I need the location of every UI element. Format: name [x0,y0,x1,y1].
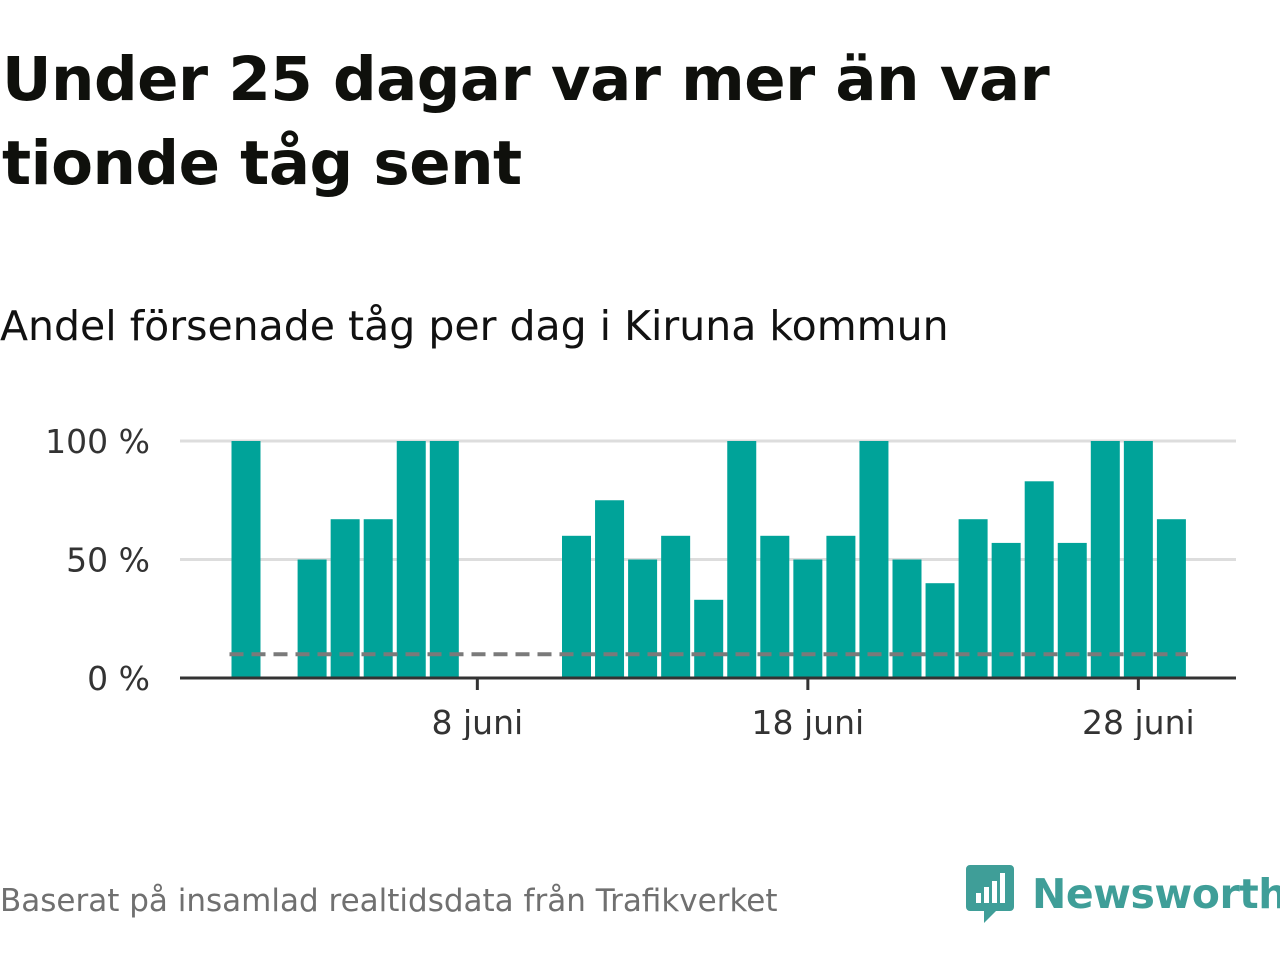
newsworthy-icon [966,865,1014,923]
bar [1123,441,1153,678]
chart-subtitle: Andel försenade tåg per dag i Kiruna kom… [0,302,949,350]
x-tick-label: 18 juni [752,703,865,740]
bar [925,583,955,678]
y-tick-label: 100 % [45,422,150,461]
bar [694,599,724,678]
x-axis: 8 juni 18 juni 28 juni [180,676,1236,740]
bar [297,559,327,678]
bar [429,441,459,678]
bar-chart: 0 % 50 % 100 % 8 juni 18 juni 28 juni [45,422,1236,740]
bar [727,441,757,678]
bar [1024,481,1054,678]
bar [1156,519,1186,678]
brand-name: Newsworthy [1032,870,1280,918]
bar [1090,441,1120,678]
x-tick-label: 8 juni [432,703,524,740]
bar [396,441,426,678]
brand-logo: Newsworthy [964,862,1280,926]
bar [760,535,790,678]
bar [892,559,922,678]
bar [859,441,889,678]
source-note: Baserat på insamlad realtidsdata från Tr… [0,883,778,919]
bar [595,500,625,678]
y-tick-label: 0 % [87,659,150,698]
y-tick-label: 50 % [66,541,150,580]
bar [562,535,591,678]
bar [330,519,360,678]
bar [363,519,393,678]
bar [793,559,823,678]
chart-title: Under 25 dagar var mer än var tionde tåg… [2,44,1050,199]
bar [661,535,691,678]
bar [231,441,261,678]
bar [826,535,856,678]
y-axis-labels: 0 % 50 % 100 % [45,422,150,698]
bar [628,559,658,678]
bar [991,542,1021,678]
bar [1057,542,1087,678]
x-tick-label: 28 juni [1082,703,1195,740]
bar [958,519,988,678]
